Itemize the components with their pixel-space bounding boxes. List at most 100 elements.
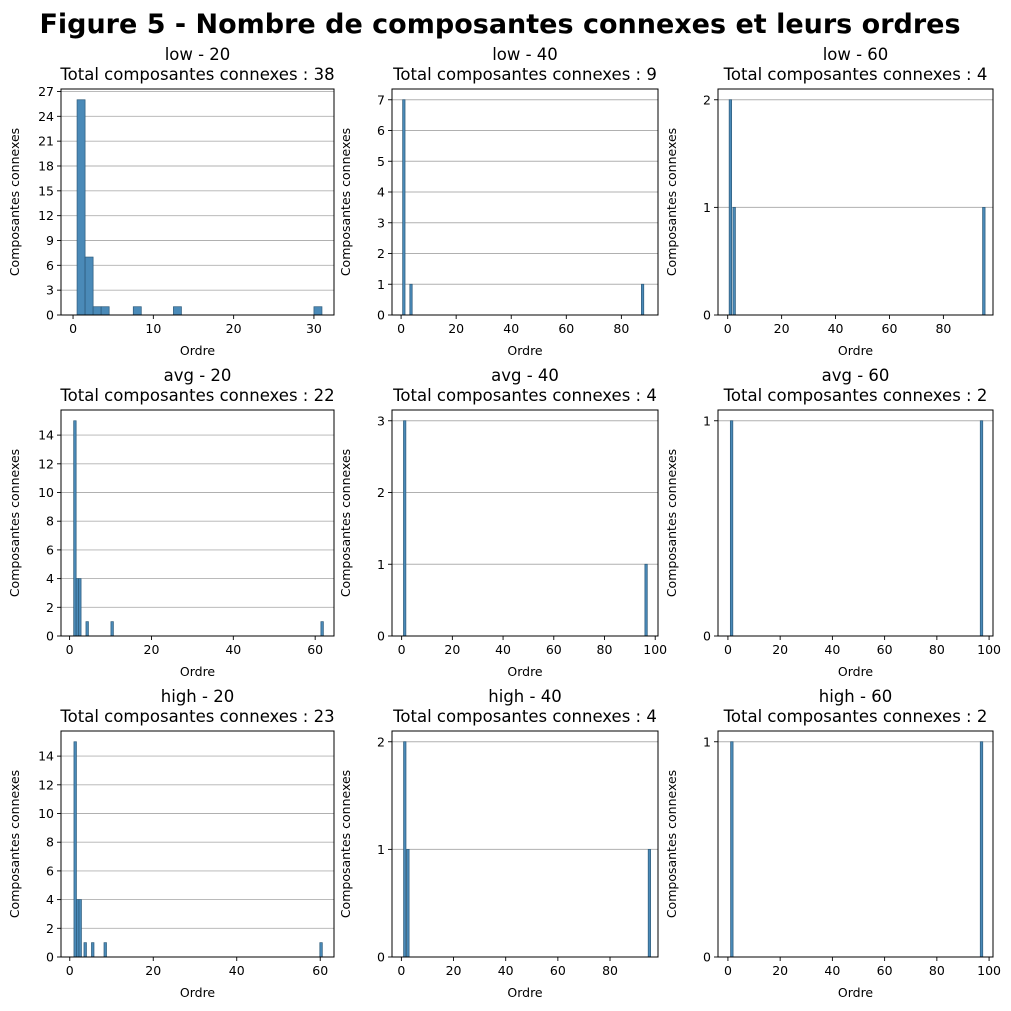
x-tick-label: 0: [397, 321, 405, 336]
y-tick-label: 14: [38, 749, 54, 764]
histogram-bar: [85, 621, 89, 637]
x-tick-label: 60: [550, 963, 566, 978]
y-tick-label: 0: [703, 308, 711, 323]
x-tick-label: 20: [145, 963, 161, 978]
x-axis-label: Ordre: [838, 664, 874, 679]
y-tick-label: 8: [46, 835, 54, 850]
histogram-bar: [982, 207, 986, 316]
subplot-title: high - 60: [819, 687, 892, 706]
x-tick-label: 40: [498, 963, 514, 978]
y-tick-label: 1: [377, 277, 385, 292]
y-tick-label: 2: [46, 600, 54, 615]
histogram-bar: [402, 99, 406, 316]
x-tick-label: 30: [306, 321, 322, 336]
y-tick-label: 14: [38, 428, 54, 443]
plot-frame: [717, 409, 994, 637]
x-tick-label: 80: [597, 642, 613, 657]
subplot-subtitle: Total composantes connexes : 38: [59, 65, 334, 84]
subplot-title: avg - 20: [164, 366, 232, 385]
y-tick-label: 4: [377, 185, 385, 200]
y-tick-label: 10: [38, 806, 54, 821]
y-tick-label: 21: [38, 134, 54, 149]
y-tick-label: 1: [703, 734, 711, 749]
y-axis-label: Composantes connexes: [338, 770, 353, 918]
y-tick-label: 1: [703, 413, 711, 428]
x-axis-label: Ordre: [507, 343, 543, 358]
plot-frame: [60, 730, 335, 958]
x-tick-label: 20: [226, 321, 242, 336]
histogram-bar: [92, 306, 102, 316]
y-tick-label: 6: [46, 258, 54, 273]
histogram-bar: [76, 99, 86, 316]
x-tick-label: 80: [602, 963, 618, 978]
y-tick-label: 0: [46, 629, 54, 644]
x-tick-label: 60: [877, 642, 893, 657]
y-tick-label: 3: [377, 413, 385, 428]
y-tick-label: 12: [38, 456, 54, 471]
histogram-bar: [403, 420, 407, 637]
y-tick-label: 6: [46, 863, 54, 878]
y-tick-label: 18: [38, 158, 54, 173]
subplot-title: high - 40: [488, 687, 561, 706]
y-axis-label: Composantes connexes: [664, 449, 679, 597]
y-tick-label: 1: [377, 842, 385, 857]
y-tick-label: 7: [377, 92, 385, 107]
histogram-bar: [319, 942, 323, 958]
histogram-bar: [979, 420, 984, 637]
y-axis-label: Composantes connexes: [664, 128, 679, 276]
y-tick-label: 0: [377, 629, 385, 644]
histogram-bar: [728, 99, 733, 316]
x-tick-label: 0: [724, 642, 732, 657]
y-tick-label: 9: [46, 233, 54, 248]
x-axis-label: Ordre: [180, 985, 216, 1000]
y-tick-label: 2: [46, 921, 54, 936]
subplot-title: low - 40: [492, 45, 558, 64]
histogram-bar: [91, 942, 95, 958]
x-tick-label: 20: [774, 321, 790, 336]
y-tick-label: 0: [46, 308, 54, 323]
histogram-bar: [100, 306, 110, 316]
subplot-subtitle: Total composantes connexes : 4: [723, 65, 988, 84]
x-tick-label: 0: [397, 963, 405, 978]
y-tick-label: 10: [38, 485, 54, 500]
x-tick-label: 0: [66, 642, 74, 657]
histogram-bar: [103, 942, 107, 958]
y-tick-label: 2: [703, 92, 711, 107]
y-axis-label: Composantes connexes: [7, 770, 22, 918]
histogram-bar: [979, 741, 984, 958]
y-tick-label: 15: [38, 183, 54, 198]
subplot-title: avg - 40: [491, 366, 559, 385]
x-axis-label: Ordre: [180, 664, 216, 679]
y-tick-label: 1: [377, 557, 385, 572]
plot-frame: [717, 88, 994, 316]
y-tick-label: 4: [46, 571, 54, 586]
x-axis-label: Ordre: [507, 985, 543, 1000]
histogram-bar: [78, 899, 82, 958]
subplot-subtitle: Total composantes connexes : 22: [59, 386, 334, 405]
x-tick-label: 20: [772, 963, 788, 978]
y-tick-label: 8: [46, 514, 54, 529]
figure-title: Figure 5 - Nombre de composantes connexe…: [39, 9, 960, 40]
y-tick-label: 6: [377, 123, 385, 138]
x-tick-label: 80: [929, 642, 945, 657]
x-tick-label: 60: [877, 963, 893, 978]
x-axis-label: Ordre: [180, 343, 216, 358]
histogram-bar: [173, 306, 182, 316]
histogram-bar: [647, 849, 651, 958]
y-axis-label: Composantes connexes: [338, 449, 353, 597]
y-axis-label: Composantes connexes: [7, 449, 22, 597]
y-tick-label: 0: [703, 629, 711, 644]
x-tick-label: 80: [929, 963, 945, 978]
subplot-subtitle: Total composantes connexes : 2: [723, 386, 988, 405]
x-tick-label: 100: [977, 642, 1001, 657]
subplot-subtitle: Total composantes connexes : 23: [59, 707, 334, 726]
subplot-subtitle: Total composantes connexes : 4: [392, 386, 657, 405]
y-tick-label: 1: [703, 200, 711, 215]
x-tick-label: 0: [724, 963, 732, 978]
